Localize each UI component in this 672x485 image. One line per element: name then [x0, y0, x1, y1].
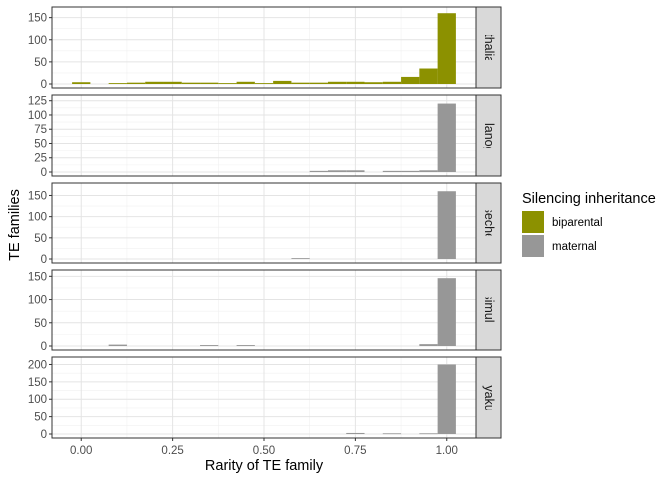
y-tick-label: 100 — [28, 212, 47, 224]
histogram-bar — [218, 83, 237, 84]
facet-strip-label: D. yakuba — [482, 369, 496, 425]
y-tick-label: 100 — [28, 394, 47, 406]
histogram-bar — [273, 80, 292, 84]
histogram-bar — [236, 81, 255, 84]
legend-title: Silencing inheritance — [522, 191, 656, 207]
histogram-bar — [437, 191, 456, 259]
x-axis-title: Rarity of TE family — [205, 458, 324, 474]
histogram-bars — [291, 191, 456, 259]
x-tick-label: 0.50 — [253, 445, 275, 457]
y-tick-label: 50 — [34, 57, 47, 69]
legend: Silencing inheritance biparental maternal — [522, 191, 656, 257]
x-tick-label: 1.00 — [436, 445, 458, 457]
y-tick-label: 75 — [34, 124, 47, 136]
x-tick-label: 0.00 — [70, 445, 92, 457]
histogram-bar — [364, 82, 383, 84]
histogram-bar — [382, 81, 402, 84]
facet-panel: 0 50 100 150 A. thaliana — [28, 6, 502, 91]
y-tick-label: 100 — [28, 295, 47, 307]
y-tick-label: 0 — [41, 79, 47, 91]
y-tick-label: 150 — [28, 13, 47, 25]
legend-label-maternal: maternal — [552, 241, 597, 253]
legend-key-biparental — [522, 211, 544, 233]
histogram-bar — [72, 82, 91, 84]
histogram-bar — [437, 278, 456, 346]
histogram-bar — [419, 68, 438, 84]
y-tick-label: 0 — [41, 429, 47, 441]
histogram-bar — [108, 344, 127, 346]
histogram-bars — [309, 103, 456, 172]
y-tick-label: 0 — [41, 254, 47, 266]
histogram-bar — [419, 170, 438, 172]
facet-panel: 0 50 100 150 D. sechellia — [28, 182, 502, 266]
histogram-bar — [145, 81, 164, 84]
histogram-bar — [346, 432, 365, 434]
facet-strip-label: A. thaliana — [482, 18, 496, 77]
facet-strip — [475, 6, 502, 89]
histogram-bar — [382, 170, 402, 172]
histogram-bar — [291, 258, 310, 259]
histogram-bar — [309, 170, 328, 172]
y-tick-label: 200 — [28, 359, 47, 371]
histogram-bar — [181, 82, 201, 84]
y-tick-label: 150 — [28, 190, 47, 202]
y-tick-label: 0 — [41, 341, 47, 353]
histogram-bar — [401, 76, 420, 84]
facet-strip-label: D. melanogaster — [482, 90, 496, 182]
facet-panel: 0 50 100 150 200 D. yakuba — [28, 356, 502, 441]
facet-strip — [475, 269, 502, 351]
facet-strip-label: D. simulans — [482, 277, 496, 342]
histogram-bar — [200, 82, 219, 84]
histogram-bar — [327, 81, 347, 84]
y-tick-label: 50 — [34, 138, 47, 150]
histogram-bar — [291, 82, 310, 84]
facet-panel: 0 25 50 75 100 125 D. melanogaster — [28, 90, 502, 182]
histogram-bar — [126, 82, 146, 84]
y-tick-label: 50 — [34, 412, 47, 424]
y-tick-label: 150 — [28, 271, 47, 283]
y-tick-label: 125 — [28, 96, 47, 108]
legend-label-biparental: biparental — [552, 217, 603, 229]
y-tick-label: 25 — [34, 153, 47, 165]
legend-key-maternal — [522, 235, 544, 257]
facet-strip-label: D. sechellia — [482, 191, 496, 256]
histogram-bar — [309, 82, 328, 84]
facet-panel: 0 50 100 150 D. simulans — [28, 269, 502, 353]
x-axis: 0.00 0.25 0.50 0.75 1.00 — [70, 438, 458, 457]
histogram-bar — [437, 364, 456, 434]
histogram-bar — [200, 345, 219, 346]
histogram-bar — [108, 83, 127, 84]
x-tick-label: 0.75 — [344, 445, 366, 457]
histogram-bars — [346, 364, 456, 435]
histogram-bar — [346, 81, 365, 84]
histogram-bars — [72, 13, 456, 85]
facet-panels: 0 50 100 150 A. thaliana 0 25 50 75 100 125 D. mela… — [28, 6, 502, 441]
facet-strip — [475, 356, 502, 439]
facet-strip — [475, 94, 502, 177]
histogram-bars — [108, 278, 456, 346]
histogram-bar — [382, 433, 402, 435]
histogram-bar — [419, 344, 438, 346]
y-tick-label: 100 — [28, 35, 47, 47]
x-tick-label: 0.25 — [161, 445, 183, 457]
y-tick-label: 150 — [28, 377, 47, 389]
histogram-bar — [419, 433, 438, 435]
y-tick-label: 0 — [41, 167, 47, 179]
histogram-bar — [327, 170, 347, 172]
histogram-bar — [163, 81, 182, 84]
histogram-bar — [236, 345, 255, 346]
histogram-bar — [254, 83, 274, 84]
histogram-bar — [401, 170, 420, 172]
y-tick-label: 100 — [28, 110, 47, 122]
histogram-bar — [437, 103, 456, 172]
histogram-bar — [437, 13, 456, 85]
y-tick-label: 50 — [34, 318, 47, 330]
y-tick-label: 50 — [34, 233, 47, 245]
facet-strip — [475, 182, 502, 264]
histogram-bar — [346, 170, 365, 172]
y-axis-title: TE families — [7, 189, 23, 261]
